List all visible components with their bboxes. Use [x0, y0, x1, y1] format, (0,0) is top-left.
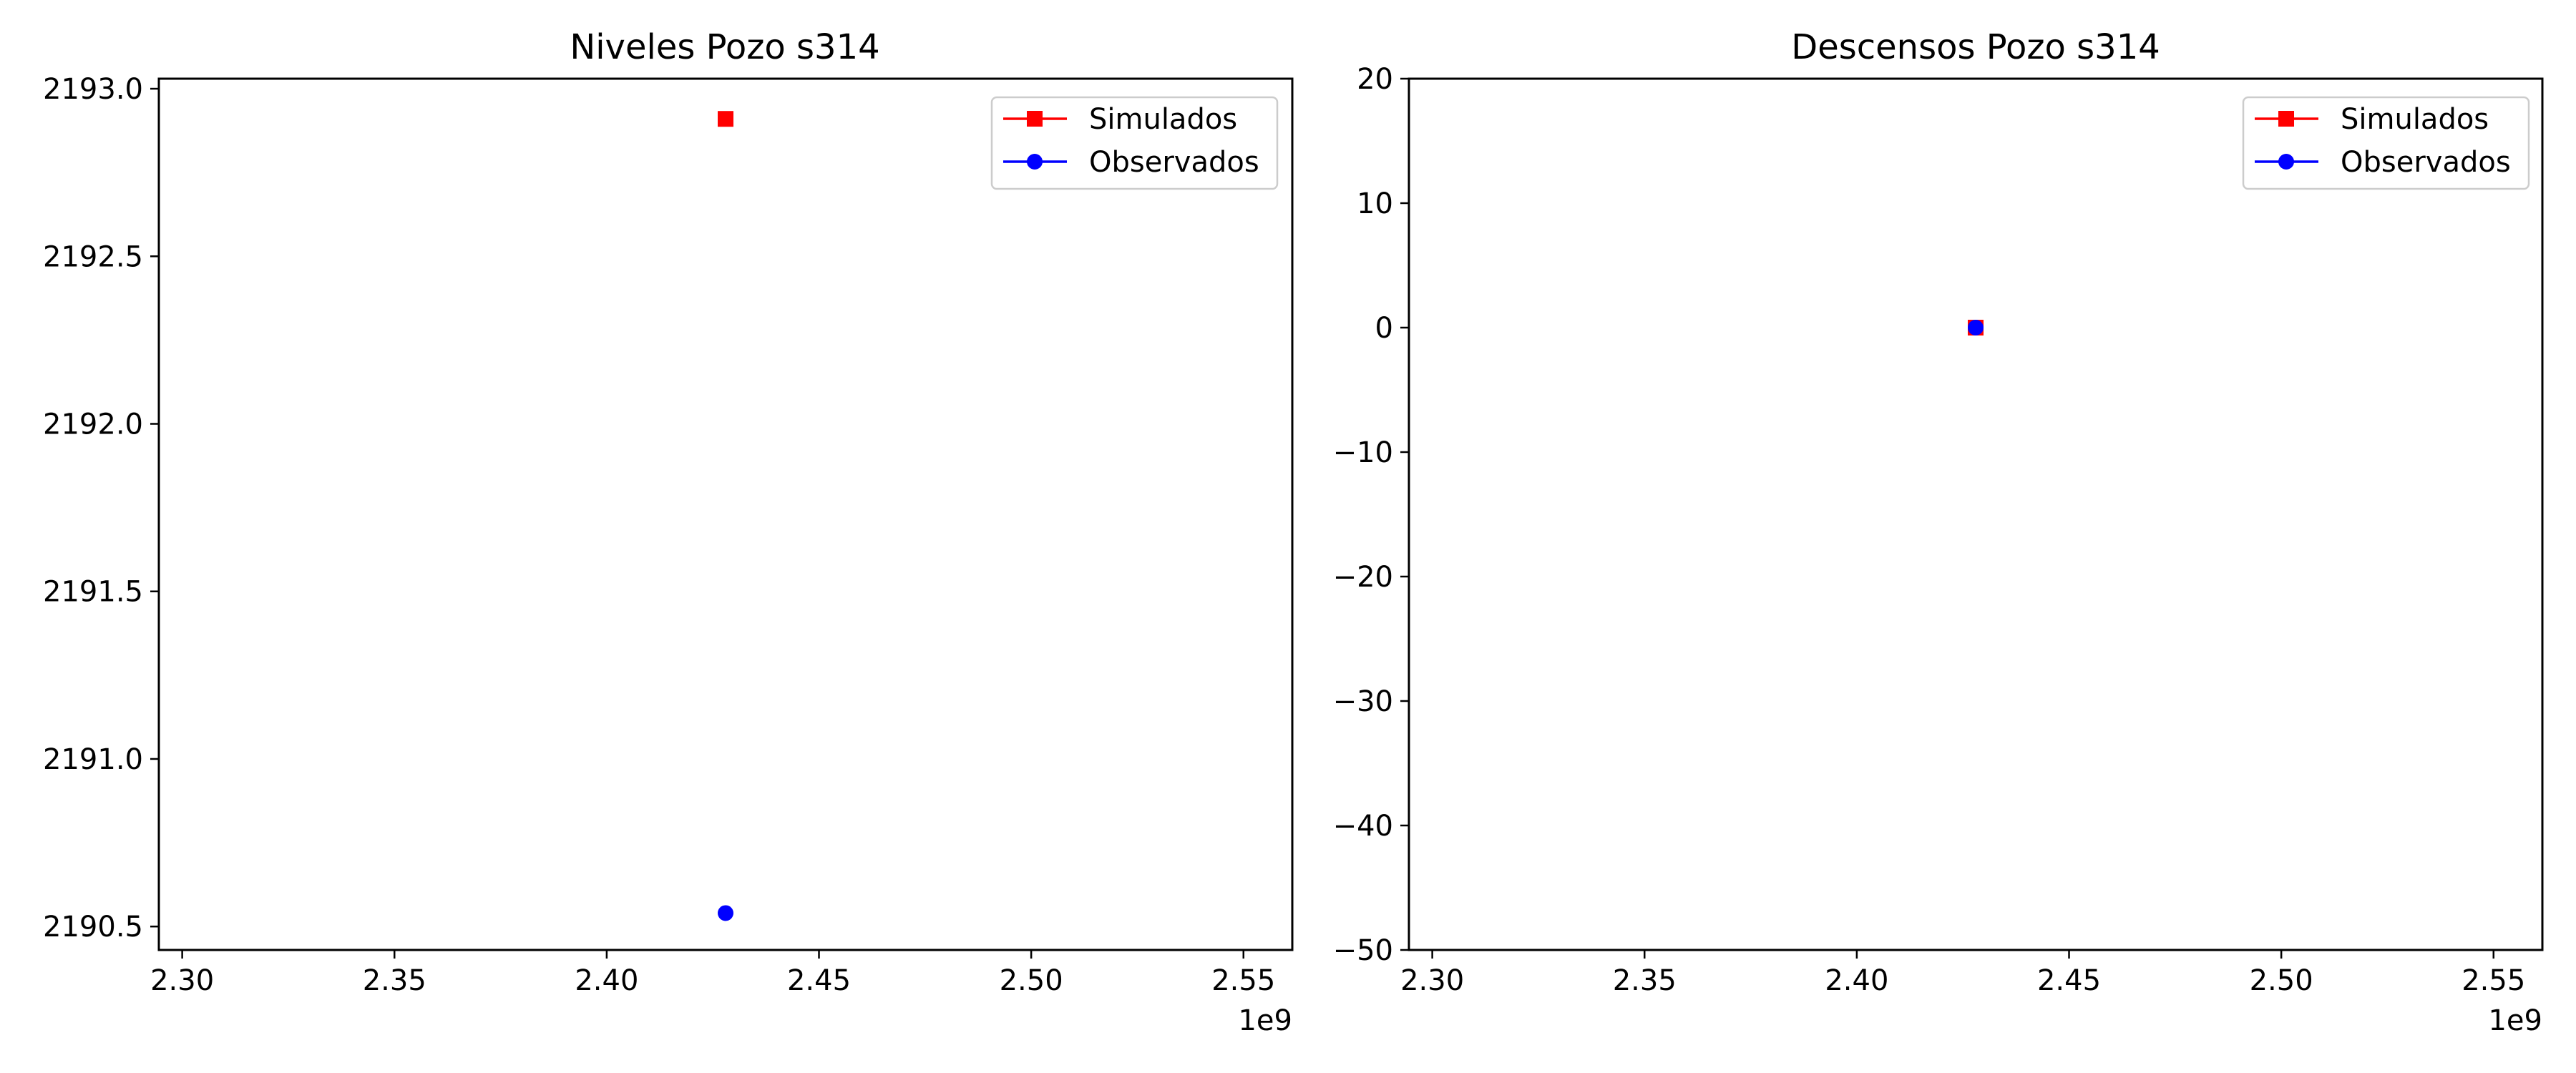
y-tick-label: 20	[1357, 63, 1393, 96]
y-tick-label: 2192.0	[43, 408, 143, 441]
legend-marker-simulados	[2278, 111, 2294, 127]
legend-label-simulados: Simulados	[2341, 103, 2489, 136]
axes-frame	[157, 77, 1294, 951]
y-tick-label: 2191.0	[43, 743, 143, 776]
x-tick-label: 2.40	[575, 964, 638, 997]
legend-marker-simulados	[1027, 111, 1043, 127]
axis-ticks: 2.30 2.35 2.40 2.45 2.50 2.55 2190.5 2191.0 2191…	[43, 73, 1275, 997]
y-tick-label: −20	[1333, 561, 1393, 594]
point-observados	[1968, 320, 1984, 335]
legend-label-observados: Observados	[1089, 146, 1259, 179]
x-tick-label: 2.35	[363, 964, 426, 997]
y-tick-label: 2192.5	[43, 240, 143, 273]
x-tick-label: 2.45	[2037, 964, 2101, 997]
point-simulados	[718, 111, 733, 127]
y-tick-label: 0	[1375, 312, 1393, 345]
y-tick-label: −50	[1333, 934, 1393, 967]
legend-marker-observados	[1027, 154, 1043, 170]
legend: Simulados Observados	[2242, 96, 2530, 190]
legend-label-simulados: Simulados	[1089, 103, 1237, 136]
legend-marker-observados	[2278, 154, 2294, 170]
x-tick-label: 2.45	[787, 964, 851, 997]
legend: Simulados Observados	[990, 96, 1279, 190]
x-offset-label: 1e9	[1238, 1004, 1292, 1037]
x-tick-label: 2.30	[150, 964, 214, 997]
x-tick-label: 2.30	[1400, 964, 1464, 997]
plot-area	[718, 111, 733, 921]
y-tick-label: −40	[1333, 810, 1393, 843]
chart-niveles: Niveles Pozo s314 2.30 2.35 2.40 2.45 2.50 2.…	[43, 27, 1294, 1037]
legend-box	[2242, 96, 2530, 190]
chart-descensos: Descensos Pozo s314 2.30 2.35 2.40 2.45 2.50…	[1333, 27, 2544, 1037]
x-offset-label: 1e9	[2488, 1004, 2542, 1037]
chart-title: Niveles Pozo s314	[570, 27, 879, 67]
x-tick-label: 2.55	[2462, 964, 2525, 997]
axis-ticks: 2.30 2.35 2.40 2.45 2.50 2.55 −50 −40 −30 −20 −10 0…	[1333, 63, 2526, 997]
plot-area	[1968, 320, 1984, 335]
point-observados	[718, 905, 733, 921]
x-tick-label: 2.40	[1825, 964, 1888, 997]
x-tick-label: 2.50	[2250, 964, 2313, 997]
legend-label-observados: Observados	[2341, 146, 2511, 179]
y-tick-label: 10	[1357, 187, 1393, 220]
y-tick-label: 2191.5	[43, 576, 143, 609]
axes-frame	[1407, 77, 2544, 951]
legend-box	[990, 96, 1279, 190]
x-tick-label: 2.55	[1211, 964, 1275, 997]
y-tick-label: −30	[1333, 685, 1393, 718]
x-tick-label: 2.35	[1613, 964, 1677, 997]
y-tick-label: −10	[1333, 436, 1393, 469]
x-tick-label: 2.50	[1000, 964, 1063, 997]
y-tick-label: 2193.0	[43, 73, 143, 106]
y-tick-label: 2190.5	[43, 911, 143, 944]
chart-title: Descensos Pozo s314	[1791, 27, 2160, 67]
